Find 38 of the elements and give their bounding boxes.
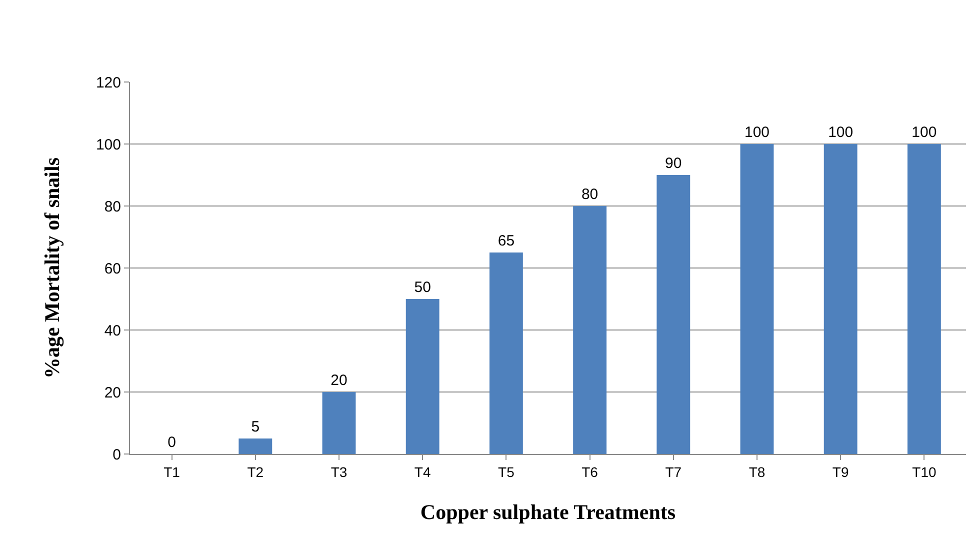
data-label: 100 [744, 124, 770, 141]
x-tick-label: T7 [665, 464, 682, 480]
data-label: 5 [251, 418, 260, 436]
bar [740, 144, 774, 454]
bar [907, 144, 941, 454]
data-label: 65 [498, 232, 515, 250]
x-tick-label: T3 [330, 464, 348, 480]
y-tick-label: 40 [104, 322, 121, 340]
bar [238, 438, 272, 454]
y-tick-label: 0 [112, 446, 121, 464]
data-label: 80 [581, 186, 598, 203]
data-label: 100 [828, 124, 854, 141]
data-label: 20 [330, 372, 348, 389]
y-tick-label: 20 [104, 384, 121, 402]
x-tick-label: T9 [832, 464, 849, 480]
x-tick-label: T5 [498, 464, 515, 480]
data-label: 50 [414, 279, 431, 296]
bar [406, 299, 440, 454]
x-tick-label: T10 [912, 464, 936, 480]
bar [489, 252, 523, 454]
data-label: 100 [912, 124, 937, 141]
x-axis-title: Copper sulphate Treatments [420, 500, 676, 524]
y-axis-title: %age Mortality of snails [40, 157, 64, 379]
x-tick-label: T1 [164, 464, 180, 480]
x-tick-label: T4 [414, 464, 431, 480]
bar [573, 206, 607, 454]
data-label: 0 [168, 434, 176, 451]
bar [322, 392, 356, 454]
bar [824, 144, 858, 454]
y-tick-label: 60 [104, 260, 121, 278]
y-tick-label: 120 [96, 74, 121, 92]
x-tick-label: T2 [247, 464, 264, 480]
y-tick-label: 80 [104, 198, 121, 216]
x-tick-label: T8 [748, 464, 766, 480]
x-tick-label: T6 [582, 464, 598, 480]
bar [656, 175, 690, 454]
y-tick-label: 100 [96, 136, 121, 154]
data-label: 90 [665, 155, 682, 172]
